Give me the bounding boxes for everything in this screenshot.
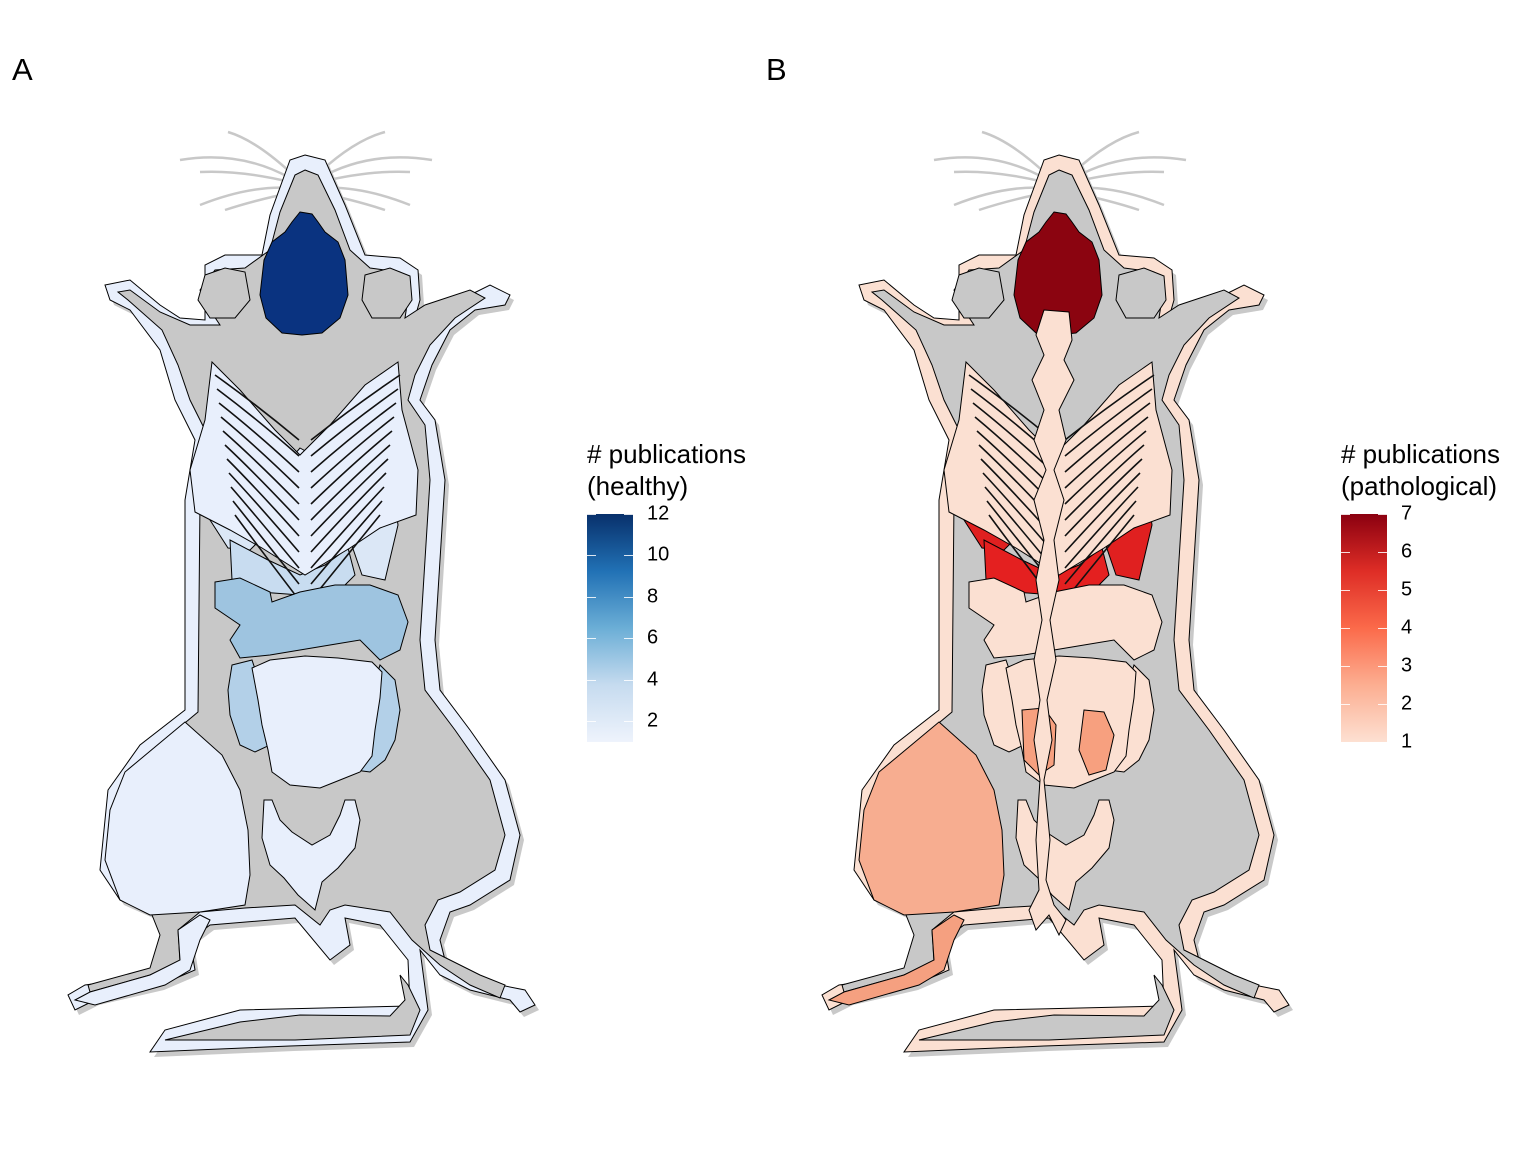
colorbar-tick-label: 4 xyxy=(1401,616,1413,639)
rib xyxy=(228,472,300,553)
rib xyxy=(310,500,383,585)
ear-left xyxy=(197,267,251,319)
rib xyxy=(310,430,393,505)
whisker xyxy=(953,170,1045,184)
whisker xyxy=(1073,156,1187,180)
legend-title-line2: (healthy) xyxy=(587,471,689,501)
rib xyxy=(310,458,389,537)
colorbar-tick-label: 10 xyxy=(647,543,670,566)
hind-leg-muscle xyxy=(104,721,251,916)
whisker xyxy=(227,130,291,173)
legend-pathological: # publications (pathological) 1 2 3 4 5 6 7 xyxy=(1341,438,1500,753)
rib xyxy=(1064,500,1137,585)
rib xyxy=(222,430,300,505)
hind-leg-muscle xyxy=(858,721,1005,916)
rib xyxy=(1064,430,1147,505)
bladder xyxy=(261,799,361,911)
rib xyxy=(310,486,385,569)
ear-left xyxy=(951,267,1005,319)
rib xyxy=(1064,374,1155,441)
rib xyxy=(1064,402,1151,473)
rib xyxy=(1064,458,1143,537)
rib xyxy=(226,458,300,537)
panel-letter: A xyxy=(12,52,33,87)
rib xyxy=(310,402,397,473)
whisker xyxy=(319,130,386,173)
rib xyxy=(232,500,300,585)
colorbar: 2 4 6 8 10 12 xyxy=(587,503,669,742)
rib xyxy=(310,444,391,521)
colorbar-tick-label: 5 xyxy=(1401,578,1413,601)
colorbar-tick-label: 2 xyxy=(1401,692,1413,715)
rib xyxy=(216,388,300,457)
rib xyxy=(1064,444,1145,521)
rib xyxy=(1064,486,1139,569)
panel-healthy: A # publications (healthy) 2 4 6 8 10 12 xyxy=(12,52,746,1057)
legend-title-line2: (pathological) xyxy=(1341,471,1498,501)
stomach xyxy=(968,577,1163,661)
panel-pathological: B # publications (pathological) 1 2 3 4 5 6 7 xyxy=(754,0,1522,1152)
stomach xyxy=(214,577,409,661)
spinal-cord xyxy=(1028,309,1075,937)
colorbar-tick-label: 2 xyxy=(647,709,659,732)
colorbar-tick-label: 3 xyxy=(1401,654,1413,677)
rib xyxy=(214,374,300,441)
legend-title-line1: # publications xyxy=(587,439,746,469)
rib xyxy=(310,374,401,441)
rib xyxy=(220,416,300,489)
rib xyxy=(230,486,300,569)
colorbar-tick-label: 1 xyxy=(1401,730,1413,753)
colorbar-tick-label: 6 xyxy=(647,626,659,649)
whisker xyxy=(981,130,1045,173)
mouse-anatomy-healthy xyxy=(67,130,539,1057)
whisker xyxy=(1073,130,1140,173)
rib xyxy=(310,388,399,457)
colorbar: 1 2 3 4 5 6 7 xyxy=(1341,503,1412,753)
panel-letter: B xyxy=(766,52,787,87)
rib xyxy=(1064,472,1141,553)
small-intestine xyxy=(251,655,383,789)
colorbar-tick-label: 4 xyxy=(647,668,659,691)
colorbar-tick-label: 12 xyxy=(647,502,670,525)
colorbar-tick-label: 7 xyxy=(1401,502,1413,525)
rib xyxy=(218,402,300,473)
kidney-right xyxy=(1078,709,1115,776)
whisker xyxy=(199,170,291,184)
colorbar-gradient xyxy=(587,514,633,742)
whisker xyxy=(319,156,433,180)
brain xyxy=(259,211,349,336)
mouse-anatomy-pathological xyxy=(821,130,1293,1057)
rib xyxy=(1064,416,1149,489)
colorbar-tick-label: 8 xyxy=(647,585,659,608)
tail-core xyxy=(918,974,1175,1041)
whisker xyxy=(933,156,1045,180)
rib xyxy=(234,514,300,601)
rib-cage xyxy=(189,360,419,601)
whisker xyxy=(179,156,291,180)
rib xyxy=(1064,388,1153,457)
hind-leg-lower xyxy=(827,914,965,1006)
tail-core xyxy=(164,974,421,1041)
ear-right xyxy=(361,267,413,319)
rib xyxy=(310,472,387,553)
legend-healthy: # publications (healthy) 2 4 6 8 10 12 xyxy=(587,438,746,742)
ear-right xyxy=(1115,267,1167,319)
rib xyxy=(310,416,395,489)
hind-leg-lower xyxy=(73,914,211,1006)
rib xyxy=(224,444,300,521)
legend-title-line1: # publications xyxy=(1341,439,1500,469)
colorbar-tick-label: 6 xyxy=(1401,540,1413,563)
